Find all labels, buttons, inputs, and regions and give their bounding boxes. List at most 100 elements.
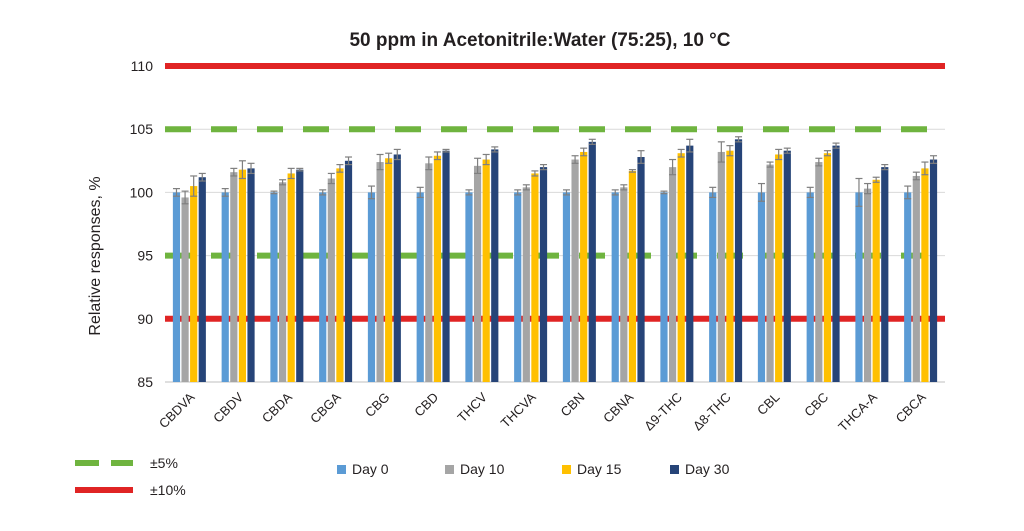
bar bbox=[367, 192, 376, 382]
legend-line-label: ±10% bbox=[150, 482, 186, 498]
bar bbox=[198, 177, 206, 382]
legend-swatch bbox=[562, 465, 571, 474]
legend-swatch bbox=[445, 465, 454, 474]
bar bbox=[491, 149, 499, 382]
bar bbox=[442, 150, 450, 382]
bar bbox=[416, 192, 424, 382]
bar bbox=[172, 192, 181, 382]
chart-title: 50 ppm in Acetonitrile:Water (75:25), 10… bbox=[349, 30, 730, 51]
bar bbox=[628, 170, 637, 382]
legend-label: Day 15 bbox=[577, 461, 622, 477]
y-tick-label: 105 bbox=[130, 121, 154, 137]
legend-swatch bbox=[670, 465, 679, 474]
bar bbox=[815, 162, 823, 382]
bar bbox=[668, 167, 677, 382]
bar bbox=[433, 155, 442, 382]
legend-swatch bbox=[337, 465, 346, 474]
category-label: CBC bbox=[801, 390, 831, 420]
bar bbox=[832, 145, 840, 382]
category-label: CBCA bbox=[893, 389, 929, 425]
y-tick-label: 110 bbox=[131, 58, 154, 74]
bar bbox=[376, 162, 384, 382]
bar bbox=[465, 192, 473, 382]
bar bbox=[230, 172, 238, 382]
bar bbox=[904, 192, 912, 382]
bar bbox=[247, 168, 255, 382]
category-label: CBD bbox=[411, 390, 441, 420]
reference-lines bbox=[165, 63, 945, 322]
bar bbox=[539, 167, 548, 382]
bar bbox=[912, 175, 920, 382]
bar bbox=[580, 151, 588, 382]
y-tick-label: 95 bbox=[137, 248, 153, 264]
bar bbox=[823, 153, 832, 382]
bar bbox=[571, 159, 579, 382]
bar bbox=[514, 192, 522, 382]
category-label: CBN bbox=[557, 390, 587, 420]
bar bbox=[734, 139, 743, 382]
bar bbox=[181, 197, 189, 382]
bar bbox=[637, 157, 645, 382]
bar bbox=[783, 150, 791, 382]
bar bbox=[620, 187, 628, 382]
error-bars bbox=[172, 136, 938, 207]
line-legend: ±5% ±10% bbox=[75, 455, 186, 498]
bar bbox=[588, 141, 596, 382]
bar bbox=[686, 145, 694, 382]
legend-line-label: ±5% bbox=[150, 455, 178, 471]
category-label: THCA-A bbox=[835, 389, 880, 434]
bar bbox=[677, 153, 685, 382]
bar bbox=[522, 187, 530, 382]
bar bbox=[425, 163, 433, 382]
category-label: CBNA bbox=[600, 389, 636, 425]
bar bbox=[872, 179, 880, 382]
bar bbox=[270, 192, 278, 382]
bar bbox=[726, 150, 734, 382]
legend-label: Day 10 bbox=[460, 461, 505, 477]
category-label: CBDVA bbox=[156, 389, 198, 431]
category-label: Δ9-THC bbox=[641, 390, 685, 434]
x-categories: CBDVA CBDV CBDA CBGA CBG CBD THCV THCVA CBN CBNA Δ… bbox=[156, 389, 929, 434]
bar bbox=[278, 182, 287, 382]
bar bbox=[611, 192, 619, 382]
y-ticks: 85 90 95 100 105 110 bbox=[130, 58, 154, 390]
bar bbox=[385, 158, 393, 382]
bar bbox=[327, 178, 335, 382]
bar bbox=[221, 192, 229, 382]
category-label: CBDV bbox=[210, 389, 246, 425]
bar bbox=[344, 160, 353, 382]
legend-label: Day 30 bbox=[685, 461, 730, 477]
bar bbox=[562, 192, 571, 382]
bar bbox=[473, 165, 482, 382]
bar bbox=[336, 168, 344, 382]
category-label: CBDA bbox=[259, 389, 295, 425]
bar bbox=[929, 159, 938, 382]
bar bbox=[393, 154, 401, 382]
category-label: THCVA bbox=[498, 389, 539, 430]
y-tick-label: 90 bbox=[137, 311, 153, 327]
bar bbox=[855, 192, 863, 382]
legend-label: Day 0 bbox=[352, 461, 389, 477]
bar bbox=[921, 168, 929, 382]
y-tick-label: 100 bbox=[130, 184, 154, 200]
bar bbox=[775, 154, 783, 382]
bar bbox=[660, 192, 668, 382]
category-label: CBG bbox=[362, 390, 393, 421]
bar bbox=[881, 167, 889, 382]
bar bbox=[482, 159, 490, 382]
series-legend: Day 0 Day 10 Day 15 Day 30 bbox=[337, 461, 730, 477]
category-label: CBGA bbox=[307, 389, 344, 426]
category-label: THCV bbox=[454, 389, 490, 425]
bar bbox=[757, 192, 766, 382]
bar bbox=[709, 192, 717, 382]
bars bbox=[172, 139, 938, 382]
bar bbox=[287, 173, 295, 382]
y-tick-label: 85 bbox=[137, 374, 153, 390]
y-axis-label: Relative responses, % bbox=[87, 176, 104, 335]
category-label: Δ8-THC bbox=[690, 390, 734, 434]
bar bbox=[806, 192, 814, 382]
category-label: CBL bbox=[754, 390, 782, 418]
bar bbox=[296, 169, 304, 382]
